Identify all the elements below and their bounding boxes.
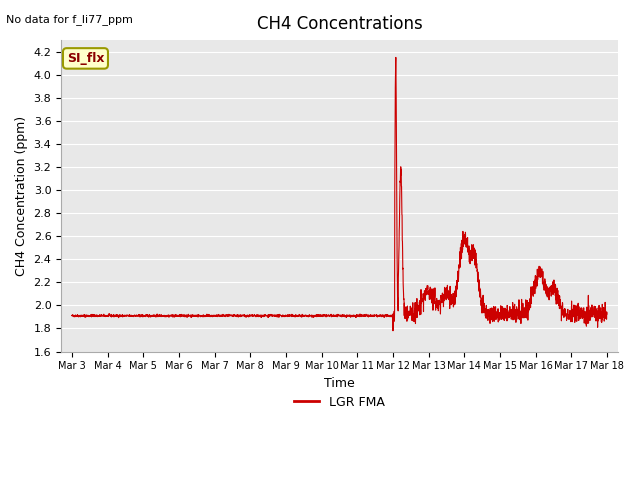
Text: No data for f_li77_ppm: No data for f_li77_ppm [6,14,133,25]
Title: CH4 Concentrations: CH4 Concentrations [257,15,422,33]
Legend: LGR FMA: LGR FMA [289,391,390,414]
X-axis label: Time: Time [324,377,355,390]
Y-axis label: CH4 Concentration (ppm): CH4 Concentration (ppm) [15,116,28,276]
Text: SI_flx: SI_flx [67,52,104,65]
